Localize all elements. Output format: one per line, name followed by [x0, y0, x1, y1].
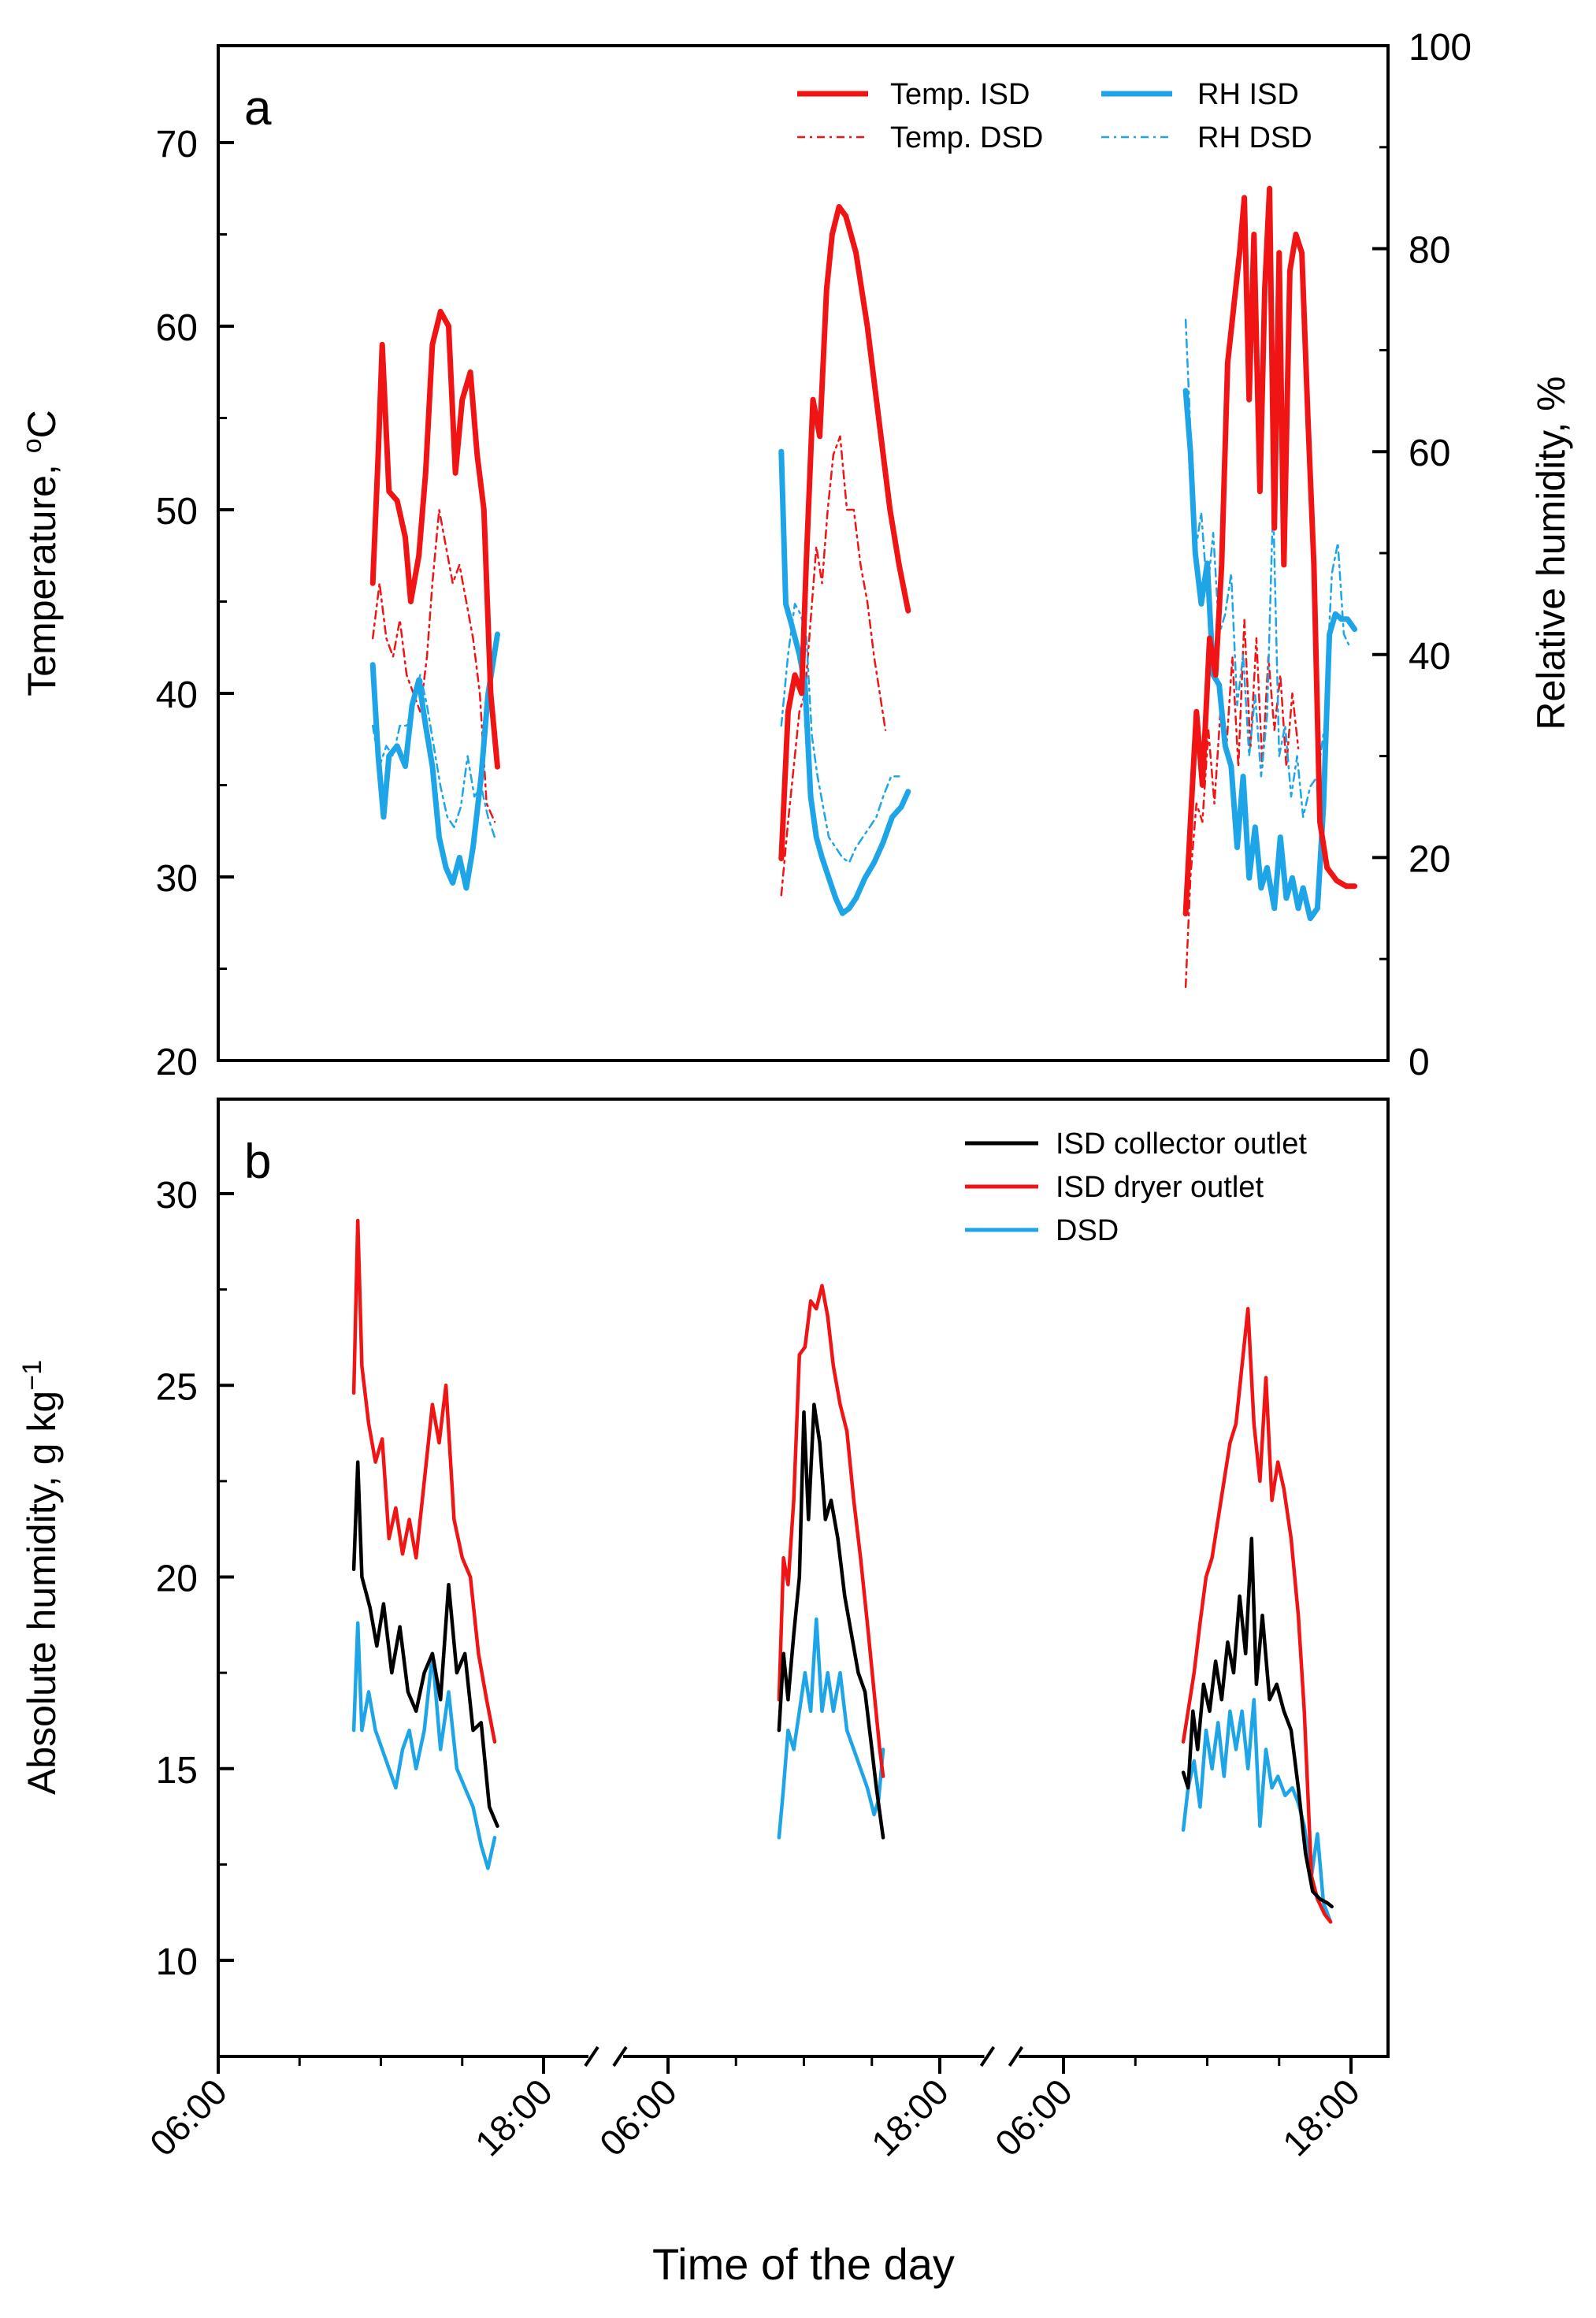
axis-break-mark — [1008, 2045, 1024, 2067]
panel-b-frame — [217, 1098, 1390, 2058]
x-tick-label: 18:00 — [467, 2071, 560, 2164]
panel-a-plot-area — [369, 185, 1358, 989]
legend-label-rh-isd: RH ISD — [1197, 78, 1299, 111]
panel-b-series-dsd-day1 — [351, 1621, 497, 1870]
legend-label-dryer-outlet: ISD dryer outlet — [1056, 1171, 1264, 1204]
legend-label-temp-isd: Temp. ISD — [890, 78, 1030, 111]
panel-a-series-temp-isd-day2 — [778, 204, 911, 862]
panel-b-series-dsd-day2 — [777, 1617, 885, 1840]
panel-a-ytick-label: 40 — [156, 674, 198, 716]
panel-b-ytick-label: 15 — [156, 1750, 198, 1792]
x-tick-label: 06:00 — [142, 2071, 235, 2164]
axis-break-mark — [584, 2045, 599, 2067]
legend-label-collector-outlet: ISD collector outlet — [1056, 1127, 1307, 1161]
panel-a-series-temp-isd-day1 — [369, 308, 500, 770]
x-axis-title: Time of the day — [652, 2239, 955, 2289]
axis-break-mark — [612, 2045, 628, 2067]
panel-b-series-isd-dryer-outlet-day2 — [777, 1283, 885, 1778]
panel-a-y2tick-label: 60 — [1409, 433, 1450, 474]
panel-a-series-rh-isd-day1 — [369, 631, 500, 891]
legend-label-dsd: DSD — [1056, 1214, 1119, 1247]
panel-b-series-isd-collector-outlet-day2 — [777, 1402, 885, 1840]
panel-a-series-rh-dsd-day2 — [780, 603, 900, 864]
panel-b-ylabel: Absolute humidity, g kg−1 — [17, 1360, 64, 1795]
panel-b-series-isd-dryer-outlet-day3 — [1181, 1306, 1333, 1924]
axis-break-mark — [979, 2045, 996, 2067]
panel-a-ytick-label: 50 — [156, 491, 198, 533]
panel-a-series-temp-dsd-day3 — [1184, 619, 1300, 989]
x-tick-label: 06:00 — [592, 2071, 685, 2164]
panel-b-axes: 10 15 20 25 30 06:00 18:00 06:00 18:00 06:00 18:00 — [142, 1175, 1368, 2164]
panel-a-ylabel: Temperature, oC — [17, 410, 64, 697]
panel-a-series-rh-isd-day2 — [778, 448, 911, 916]
panel-a-ytick-label: 70 — [156, 124, 198, 165]
panel-b-plot-area — [351, 1218, 1334, 1924]
panel-a-y2tick-label: 20 — [1409, 838, 1450, 880]
x-tick-label: 18:00 — [863, 2071, 956, 2164]
panel-a-frame — [217, 44, 1390, 1062]
legend-label-temp-dsd: Temp. DSD — [890, 121, 1043, 154]
panel-a-series-temp-isd-day3 — [1182, 185, 1358, 917]
axis-break-gap — [984, 2050, 1019, 2063]
panel-a-y2tick-label: 100 — [1409, 27, 1472, 69]
panel-b-series-isd-dryer-outlet-day1 — [351, 1218, 497, 1744]
panel-b-ytick-label: 25 — [156, 1366, 198, 1408]
panel-a-ytick-label: 30 — [156, 858, 198, 900]
legend-label-rh-dsd: RH DSD — [1197, 121, 1312, 154]
panel-b-label: b — [244, 1135, 271, 1189]
panel-a-legend: Temp. ISD RH ISD Temp. DSD RH DSD — [797, 78, 1312, 154]
panel-b-ytick-label: 20 — [156, 1558, 198, 1600]
axis-break-gap — [588, 2050, 623, 2063]
panel-b-ytick-label: 30 — [156, 1175, 198, 1217]
panel-a-axes: 20 30 40 50 60 70 0 20 40 60 80 100 — [156, 27, 1472, 1083]
panel-a-y2label: Relative humidity, % — [1529, 376, 1573, 730]
panel-a-y2tick-label: 80 — [1409, 230, 1450, 272]
panel-b-ytick-label: 10 — [156, 1941, 198, 1983]
panel-b-series-isd-collector-outlet-day1 — [351, 1460, 499, 1828]
panel-a-ytick-label: 60 — [156, 307, 198, 349]
x-tick-label: 18:00 — [1275, 2071, 1368, 2164]
panel-a-label: a — [244, 81, 272, 136]
panel-a-series-rh-dsd-day1 — [371, 674, 496, 838]
panel-a-series-rh-dsd-day3 — [1184, 318, 1350, 819]
panel-a-series-temp-dsd-day1 — [371, 508, 496, 823]
panel-a-ytick-label: 20 — [156, 1042, 198, 1083]
panel-a-y2tick-label: 0 — [1409, 1042, 1430, 1083]
x-tick-label: 06:00 — [987, 2071, 1080, 2164]
panel-b-legend: ISD collector outlet ISD dryer outlet DS… — [965, 1127, 1307, 1247]
panel-b-series-isd-collector-outlet-day3 — [1181, 1536, 1334, 1909]
panel-a-y2tick-label: 40 — [1409, 636, 1450, 678]
